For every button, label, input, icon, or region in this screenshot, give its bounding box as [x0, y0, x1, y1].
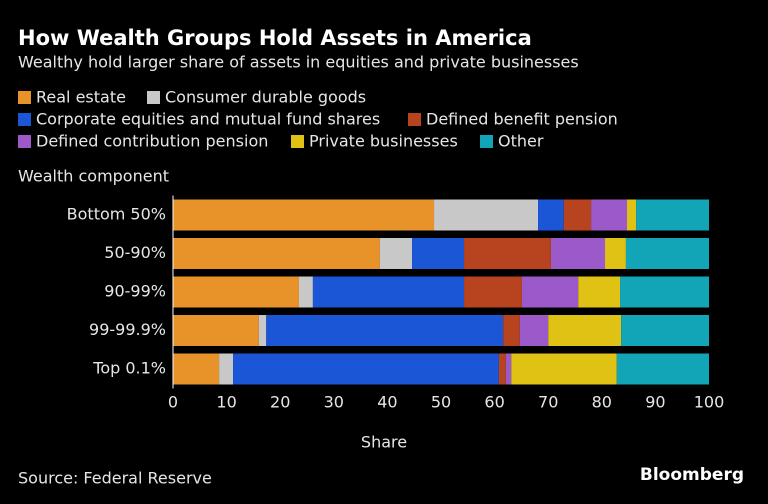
bar-segment: [173, 199, 435, 231]
bar-segment: [519, 315, 549, 346]
x-tick-label: 100: [694, 393, 725, 412]
y-axis-title: Wealth component: [18, 167, 169, 186]
bar-segment: [434, 199, 539, 231]
bar-segment: [298, 276, 313, 308]
bar-segment: [412, 238, 465, 269]
y-tick-label: 90-99%: [104, 282, 166, 301]
x-tick-label: 60: [484, 393, 504, 412]
legend-swatch: [18, 135, 31, 148]
x-tick-label: 10: [216, 393, 236, 412]
legend-swatch: [147, 91, 160, 104]
chart-title: How Wealth Groups Hold Assets in America: [18, 26, 532, 50]
chart-subtitle: Wealthy hold larger share of assets in e…: [18, 53, 579, 72]
bar-segment: [621, 315, 709, 346]
legend-label: Defined benefit pension: [426, 110, 618, 129]
y-tick-label: Bottom 50%: [67, 205, 166, 224]
legend-label: Consumer durable goods: [165, 88, 366, 107]
bar-segment: [625, 238, 709, 269]
bar-segment: [521, 276, 579, 308]
bar-segment: [219, 353, 234, 385]
bar-segment: [550, 238, 606, 269]
x-tick-label: 30: [324, 393, 344, 412]
bar-segment: [312, 276, 465, 308]
x-tick-label: 20: [270, 393, 290, 412]
y-tick-label: 50-90%: [104, 243, 166, 262]
legend-label: Real estate: [36, 88, 126, 107]
legend-label: Private businesses: [309, 132, 458, 151]
legend-label: Defined contribution pension: [36, 132, 268, 151]
legend-swatch: [18, 113, 31, 126]
bar-segment: [379, 238, 413, 269]
bar-segment: [498, 353, 506, 385]
bar-segment: [233, 353, 499, 385]
x-tick-label: 0: [168, 393, 178, 412]
bar-segment: [616, 353, 709, 385]
bar-segment: [563, 199, 592, 231]
bar-segment: [173, 353, 220, 385]
legend-swatch: [18, 91, 31, 104]
legend-label: Other: [498, 132, 544, 151]
bar-segment: [626, 199, 637, 231]
bar-segment: [636, 199, 709, 231]
source: Source: Federal Reserve: [18, 469, 212, 488]
legend-swatch: [480, 135, 493, 148]
bar-segment: [266, 315, 504, 346]
legend-label: Corporate equities and mutual fund share…: [36, 110, 380, 129]
x-tick-label: 50: [431, 393, 451, 412]
bar-segment: [605, 238, 626, 269]
x-tick-label: 90: [645, 393, 665, 412]
x-axis-title: Share: [361, 433, 407, 452]
bar-segment: [620, 276, 709, 308]
bar-segment: [173, 315, 259, 346]
y-tick-label: 99-99.9%: [89, 320, 166, 339]
bar-segment: [505, 353, 512, 385]
bar-segment: [591, 199, 627, 231]
x-tick-label: 80: [592, 393, 612, 412]
bar-segment: [538, 199, 564, 231]
bar-segment: [464, 238, 551, 269]
x-tick-label: 40: [377, 393, 397, 412]
logo: Bloomberg: [640, 465, 744, 485]
bar-segment: [173, 276, 299, 308]
bar-segment: [548, 315, 622, 346]
bar-segment: [258, 315, 267, 346]
bar-segment: [511, 353, 617, 385]
legend-swatch: [291, 135, 304, 148]
y-tick-label: Top 0.1%: [92, 359, 166, 378]
bar-segment: [173, 238, 380, 269]
bar-segment: [578, 276, 621, 308]
bar-segment: [464, 276, 522, 308]
bar-segment: [503, 315, 520, 346]
legend-swatch: [408, 113, 421, 126]
x-tick-label: 70: [538, 393, 558, 412]
